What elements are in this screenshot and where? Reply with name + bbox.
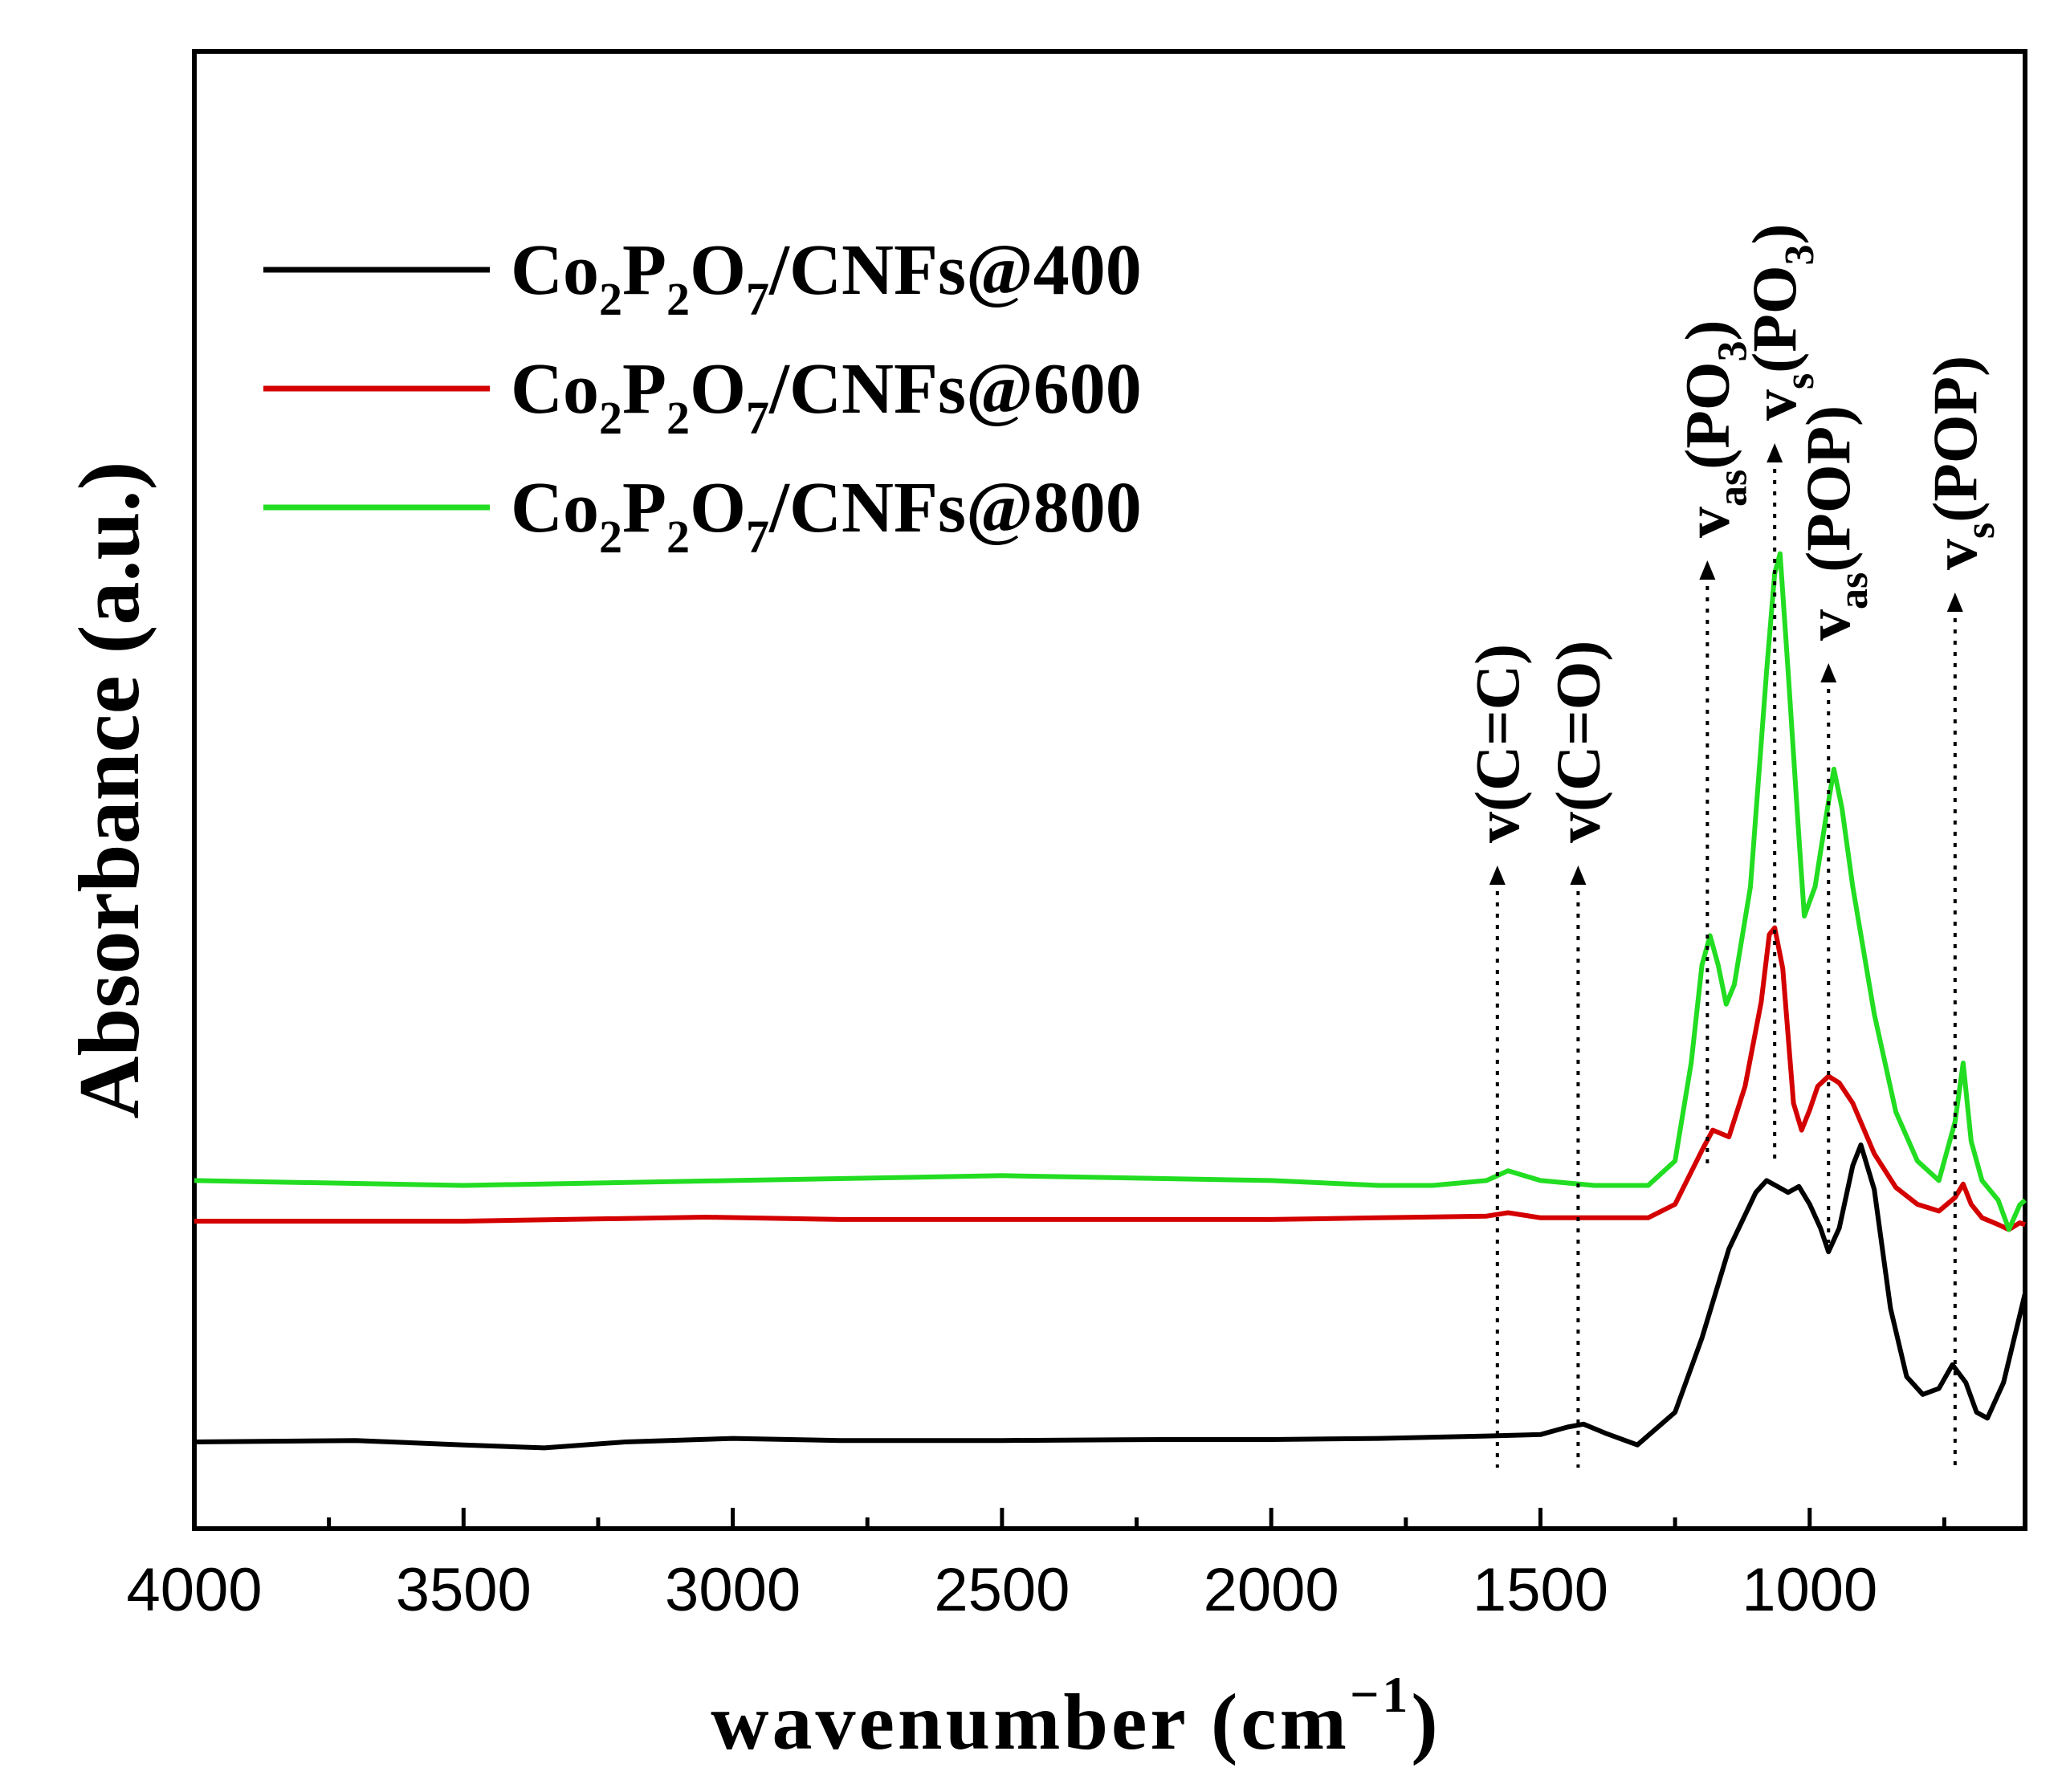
x-axis-ticks: 4000 3500 3000 2500 2000 1500 1000 <box>126 1508 1946 1624</box>
annotation-label: v(C=C) <box>1462 644 1532 843</box>
annotation-group: v(C=C)v(C=O) vas(PO3)vs(PO3)vas(POP) vs(PO… <box>1462 223 2003 1468</box>
x-tick-label: 1500 <box>1473 1556 1608 1624</box>
annotation-arrowhead <box>1699 560 1716 580</box>
series-group <box>194 551 2027 1451</box>
x-axis-title-main: wavenumber (cm <box>711 1677 1350 1766</box>
annotation-arrowhead <box>1820 663 1837 682</box>
annotation-label: vas(PO3) <box>1672 320 1755 538</box>
legend-label-3: Co2P2O7/CNFs@800 <box>511 468 1142 563</box>
legend-label-2: Co2P2O7/CNFs@600 <box>511 349 1142 444</box>
annotation-label: vs(PO3) <box>1739 223 1823 421</box>
x-tick-label: 3500 <box>396 1556 532 1624</box>
plot-frame <box>192 49 2027 1531</box>
annotation-arrowhead <box>1767 443 1783 462</box>
x-tick-label: 1000 <box>1742 1556 1877 1624</box>
annotation-label: v(C=O) <box>1542 641 1612 843</box>
x-tick-label: 4000 <box>126 1556 262 1624</box>
series-line-2 <box>194 925 2026 1232</box>
legend: Co2P2O7/CNFs@400 Co2P2O7/CNFs@600 Co2P2O7/… <box>263 230 1142 563</box>
x-tick-label: 3000 <box>665 1556 801 1624</box>
x-tick-label: 2500 <box>934 1556 1070 1624</box>
x-axis-title-close: ) <box>1411 1677 1441 1766</box>
x-axis-title: wavenumber (cm−1) <box>711 1666 1441 1766</box>
legend-label-1: Co2P2O7/CNFs@400 <box>511 230 1142 325</box>
y-axis-title: Absorbance (a.u.) <box>62 461 157 1118</box>
x-tick-label: 2000 <box>1204 1556 1339 1624</box>
annotation-label: vas(POP) <box>1793 405 1877 641</box>
annotation-arrowhead <box>1946 593 1963 612</box>
x-axis-title-superscript: −1 <box>1350 1666 1411 1723</box>
series-line-3 <box>194 551 2027 1232</box>
series-line-1 <box>194 1142 2027 1451</box>
annotation-label: vs(POP) <box>1920 356 2003 570</box>
annotation-arrowhead <box>1489 865 1506 885</box>
annotation-arrowhead <box>1570 865 1587 885</box>
